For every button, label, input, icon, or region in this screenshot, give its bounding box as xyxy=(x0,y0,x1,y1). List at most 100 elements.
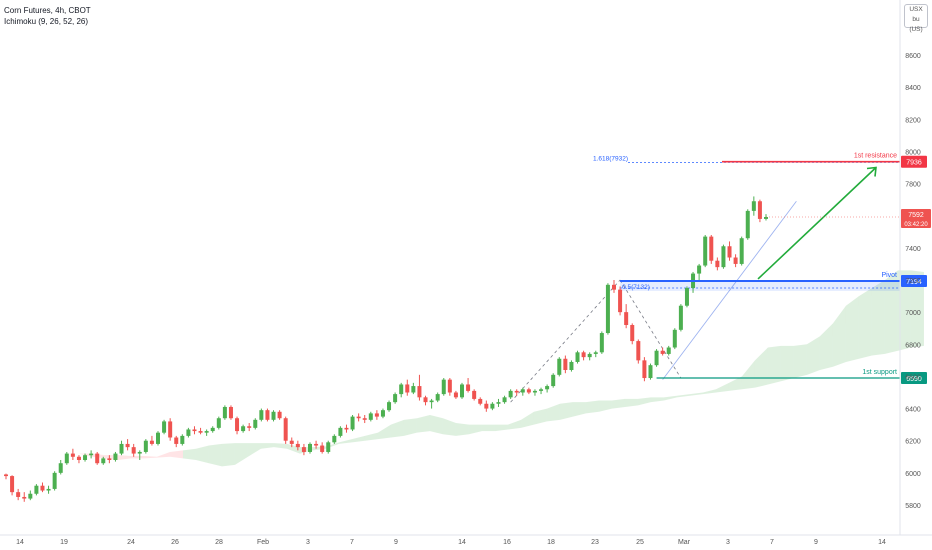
candle-body xyxy=(648,365,653,379)
candle-body xyxy=(472,390,477,399)
time-tick-label: 3 xyxy=(726,539,730,546)
ichimoku-cloud-segment xyxy=(221,443,235,467)
ichimoku-cloud-segment xyxy=(156,451,170,458)
candle-body xyxy=(222,406,227,419)
candle-body xyxy=(95,453,100,464)
candle-body xyxy=(563,358,568,370)
price-tick-label: 8000 xyxy=(905,149,921,156)
ichimoku-cloud-segment xyxy=(715,382,729,393)
trend-channel-line xyxy=(662,200,797,380)
time-tick-label: 3 xyxy=(306,539,310,546)
candle-body xyxy=(10,476,15,493)
level-name: 1st resistance xyxy=(854,153,897,160)
price-tick-label: 7200 xyxy=(905,278,921,285)
indicator-title: Ichimoku (9, 26, 52, 26) xyxy=(4,17,89,26)
candle-body xyxy=(101,458,106,464)
candle-body xyxy=(320,445,325,452)
time-tick-label: 7 xyxy=(350,539,354,546)
candle-body xyxy=(344,427,349,430)
ichimoku-cloud-segment xyxy=(377,424,391,440)
last-price-tag xyxy=(901,209,931,228)
candle-body xyxy=(283,418,288,441)
price-tick-label: 6800 xyxy=(905,342,921,349)
ichimoku-cloud-segment xyxy=(871,280,885,356)
ichimoku-cloud-segment xyxy=(780,345,794,382)
candle-body xyxy=(332,435,337,443)
candle-body xyxy=(745,210,750,239)
candle-body xyxy=(636,341,641,361)
candle-body xyxy=(210,427,215,432)
ichimoku-cloud-segment xyxy=(845,296,859,362)
ichimoku-cloud-segment xyxy=(819,323,833,370)
bar-countdown-label: 03:42:20 xyxy=(904,222,928,228)
time-tick-label: 18 xyxy=(547,539,555,546)
candle-body xyxy=(380,410,385,417)
level-name: Pivot xyxy=(881,272,897,279)
ichimoku-cloud-segment xyxy=(793,344,807,379)
currency-unit: bu (US) xyxy=(909,16,923,33)
currency-unit-button[interactable]: USX bu (US) xyxy=(904,4,928,33)
candle-body xyxy=(532,390,537,393)
ichimoku-cloud-segment xyxy=(416,415,430,433)
candle-body xyxy=(508,390,513,398)
price-tick-label: 8400 xyxy=(905,85,921,92)
candle-body xyxy=(374,413,379,417)
ichimoku-cloud-segment xyxy=(455,423,469,436)
ichimoku-cloud-segment xyxy=(234,443,248,465)
ichimoku-cloud-segment xyxy=(689,392,703,396)
candle-body xyxy=(466,384,471,391)
candle-body xyxy=(715,260,720,268)
candle-body xyxy=(557,358,562,375)
symbol-title: Corn Futures, 4h, CBOT xyxy=(4,6,91,15)
candle-body xyxy=(295,443,300,448)
candle-body xyxy=(168,421,173,438)
candle-body xyxy=(453,392,458,398)
candle-body xyxy=(301,447,306,452)
candle-body xyxy=(411,386,416,393)
ichimoku-cloud-segment xyxy=(468,424,482,435)
candle-body xyxy=(174,437,179,444)
candle-body xyxy=(83,455,88,460)
candle-body xyxy=(703,236,708,266)
price-tick-label: 5800 xyxy=(905,503,921,510)
candle-body xyxy=(757,201,762,219)
candle-body xyxy=(460,384,464,398)
candle-body xyxy=(125,443,130,448)
level-name: 1st support xyxy=(862,369,897,376)
ichimoku-cloud-segment xyxy=(910,270,924,348)
candle-body xyxy=(484,403,489,409)
candle-body xyxy=(751,201,756,211)
level-price-label: 7936 xyxy=(906,160,922,167)
ichimoku-cloud-segment xyxy=(364,432,378,441)
candle-body xyxy=(89,453,94,456)
ichimoku-cloud-segment xyxy=(741,360,755,390)
ichimoku-cloud-segment xyxy=(143,455,157,459)
candle-body xyxy=(642,360,647,379)
candle-body xyxy=(131,447,136,454)
ichimoku-cloud-segment xyxy=(676,394,690,398)
time-tick-label: 25 xyxy=(636,539,644,546)
candle-body xyxy=(338,427,343,436)
candle-body xyxy=(204,431,209,433)
time-tick-label: 16 xyxy=(503,539,511,546)
chart-legend: Corn Futures, 4h, CBOT Ichimoku (9, 26, … xyxy=(4,5,91,27)
price-tick-label: 6000 xyxy=(905,471,921,478)
ichimoku-cloud-segment xyxy=(169,450,183,459)
ichimoku-cloud-segment xyxy=(754,347,768,388)
time-tick-label: 14 xyxy=(878,539,886,546)
fib-label: 1.618(7932) xyxy=(593,155,628,162)
ichimoku-cloud-segment xyxy=(247,443,261,457)
candle-body xyxy=(569,361,574,370)
level-price-tag xyxy=(901,155,927,168)
time-tick-label: Mar xyxy=(678,539,691,546)
candle-body xyxy=(581,352,586,358)
candle-body xyxy=(678,305,683,330)
ichimoku-cloud-segment xyxy=(767,345,781,385)
price-tick-label: 6400 xyxy=(905,407,921,414)
candle-body xyxy=(502,397,507,403)
price-tick-label: 8600 xyxy=(905,53,921,60)
candle-body xyxy=(660,350,665,354)
candle-body xyxy=(326,442,331,452)
ichimoku-cloud-segment xyxy=(195,445,209,464)
